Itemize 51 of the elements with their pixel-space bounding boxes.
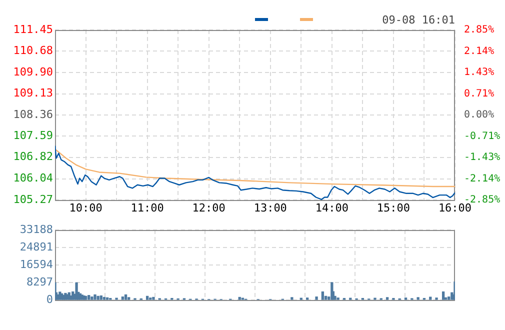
y-tick-label: 8297: [26, 275, 53, 288]
y-tick-label: 109.13: [13, 86, 53, 100]
bar: [442, 291, 445, 300]
bar: [128, 297, 130, 300]
bar: [324, 296, 328, 300]
y2-tick-label: 0.00%: [464, 110, 494, 121]
bar: [90, 296, 94, 300]
y-tick-label: 0: [46, 292, 53, 306]
y-tick-label: 16594: [20, 258, 54, 271]
y2-tick-label: -2.14%: [464, 173, 500, 184]
bar: [88, 295, 90, 300]
x-tick-label: 14:00: [315, 201, 348, 214]
y-tick-label: 105.27: [13, 192, 53, 206]
x-tick-label: 11:00: [130, 201, 164, 214]
bar: [121, 296, 124, 300]
y2-tick-label: -1.43%: [464, 152, 500, 164]
y-tick-label: 33188: [20, 222, 53, 236]
bar: [152, 296, 155, 300]
y-tick-label: 108.36: [13, 108, 53, 121]
bar: [238, 296, 241, 300]
bar: [100, 295, 102, 300]
y2-tick-label: 1.43%: [464, 66, 494, 78]
x-tick-label: 12:00: [192, 201, 226, 214]
x-tick-label: 15:00: [376, 201, 410, 214]
y2-tick-label: 2.85%: [464, 24, 494, 36]
y2-tick-label: 0.71%: [464, 88, 494, 100]
y-tick-label: 111.45: [13, 22, 53, 36]
bar: [94, 294, 96, 300]
x-tick-label: 13:00: [254, 201, 287, 214]
bar: [96, 296, 100, 300]
bar: [290, 297, 294, 300]
bar: [124, 294, 128, 300]
x-tick-label: 10:00: [69, 201, 102, 214]
y-tick-label: 24891: [20, 240, 53, 254]
y-tick-label: 107.59: [13, 129, 53, 142]
bar: [102, 296, 106, 300]
y-tick-label: 109.90: [13, 65, 53, 78]
text: 09-08 16:01: [382, 13, 455, 26]
bar: [321, 291, 324, 300]
bar: [386, 297, 389, 300]
bar: [146, 296, 149, 300]
bar: [429, 296, 432, 300]
bar: [106, 297, 109, 300]
y2-tick-label: 2.14%: [464, 46, 494, 57]
y-tick-label: 106.04: [13, 172, 54, 185]
y-tick-label: 110.68: [13, 44, 53, 58]
bar: [315, 296, 318, 300]
y-tick-label: 106.82: [13, 150, 53, 164]
bar: [448, 296, 450, 300]
bar: [416, 297, 420, 300]
y2-tick-label: -0.71%: [464, 130, 500, 142]
